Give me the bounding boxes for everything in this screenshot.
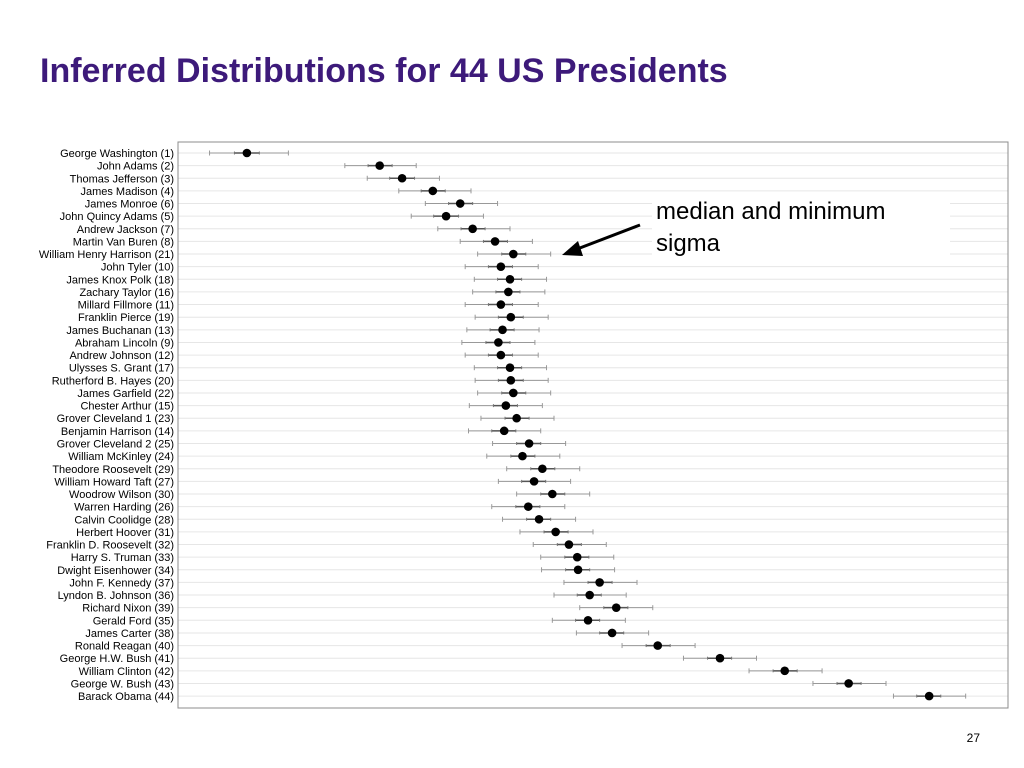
median-point: [505, 363, 515, 373]
president-label: Benjamin Harrison (14): [61, 426, 174, 438]
president-label: John F. Kennedy (37): [69, 577, 174, 589]
president-label: James Monroe (6): [85, 199, 174, 211]
president-label: James Carter (38): [85, 628, 174, 640]
median-point: [509, 388, 518, 398]
president-label: Andrew Jackson (7): [77, 224, 174, 236]
median-point: [780, 666, 790, 676]
median-point: [490, 237, 500, 246]
annotation-text: median and minimum sigma: [652, 196, 950, 260]
median-point: [518, 451, 527, 461]
president-label: John Adams (2): [97, 161, 174, 173]
median-point: [505, 275, 515, 284]
median-point: [506, 312, 516, 322]
president-label: Andrew Johnson (12): [69, 350, 174, 362]
median-point: [441, 211, 451, 221]
median-point: [573, 565, 583, 575]
median-point: [551, 527, 560, 537]
president-label: Franklin D. Roosevelt (32): [46, 540, 174, 552]
president-label: Grover Cleveland 2 (25): [57, 438, 174, 450]
median-point: [468, 224, 477, 234]
median-point: [607, 628, 617, 638]
median-point: [538, 464, 547, 474]
president-label: William McKinley (24): [68, 451, 174, 463]
median-point: [509, 249, 518, 259]
median-point: [506, 376, 516, 385]
gridlines: [178, 152, 1008, 697]
president-label: Calvin Coolidge (28): [74, 514, 174, 526]
median-point: [496, 262, 506, 271]
president-label: Ulysses S. Grant (17): [69, 363, 174, 375]
median-point: [375, 161, 384, 170]
president-label: Richard Nixon (39): [82, 603, 174, 615]
median-point: [529, 477, 539, 486]
median-point: [501, 401, 511, 410]
median-point: [455, 199, 465, 208]
president-label: Lyndon B. Johnson (36): [58, 590, 174, 602]
president-label: Ronald Reagan (40): [75, 641, 174, 653]
president-label: George H.W. Bush (41): [60, 653, 174, 665]
president-label: Millard Fillmore (11): [78, 300, 174, 312]
median-points: [242, 148, 934, 701]
president-label: Franklin Pierce (19): [78, 312, 174, 324]
median-point: [924, 691, 934, 701]
president-label: Warren Harding (26): [74, 502, 174, 514]
median-point: [572, 552, 582, 562]
president-label: George W. Bush (43): [71, 678, 174, 690]
median-point: [844, 679, 853, 688]
median-point: [585, 590, 594, 600]
president-label: James Madison (4): [80, 186, 174, 198]
plot-frame: [177, 141, 1009, 709]
median-point: [583, 616, 593, 625]
median-point: [242, 148, 252, 158]
president-label: George Washington (1): [60, 148, 174, 160]
president-labels: George Washington (1)John Adams (2)Thoma…: [39, 148, 174, 703]
president-label: William Howard Taft (27): [54, 476, 174, 488]
median-point: [498, 325, 507, 335]
president-label: Dwight Eisenhower (34): [57, 565, 174, 577]
president-label: John Quincy Adams (5): [60, 211, 174, 223]
president-label: Thomas Jefferson (3): [70, 173, 174, 185]
president-label: John Tyler (10): [101, 262, 174, 274]
president-label: James Garfield (22): [77, 388, 174, 400]
annotation-arrow: [562, 223, 641, 256]
page-number: 27: [966, 731, 980, 745]
median-point: [611, 603, 621, 612]
median-point: [504, 287, 513, 297]
median-point: [499, 426, 509, 436]
median-point: [397, 173, 407, 183]
president-label: James Knox Polk (18): [66, 274, 174, 286]
slide-title: Inferred Distributions for 44 US Preside…: [40, 52, 728, 90]
president-label: William Henry Harrison (21): [39, 249, 174, 261]
president-label: Chester Arthur (15): [80, 401, 174, 413]
president-label: Barack Obama (44): [78, 691, 174, 703]
president-label: Martin Van Buren (8): [73, 236, 174, 248]
president-label: Gerald Ford (35): [93, 615, 174, 627]
median-point: [653, 641, 663, 650]
president-label: William Clinton (42): [79, 666, 174, 678]
median-point: [512, 413, 521, 423]
median-point: [496, 350, 506, 360]
president-label: Grover Cleveland 1 (23): [57, 413, 174, 425]
president-label: Theodore Roosevelt (29): [52, 464, 174, 476]
median-point: [496, 300, 506, 309]
president-label: James Buchanan (13): [66, 325, 174, 337]
president-label: Woodrow Wilson (30): [69, 489, 174, 501]
median-point: [595, 578, 604, 587]
president-label: Harry S. Truman (33): [71, 552, 174, 564]
median-point: [524, 439, 534, 448]
president-label: Rutherford B. Hayes (20): [52, 375, 174, 387]
median-point: [564, 540, 574, 549]
president-label: Zachary Taylor (16): [79, 287, 174, 299]
median-point: [534, 514, 544, 524]
president-label: Abraham Lincoln (9): [75, 337, 174, 349]
president-label: Herbert Hoover (31): [76, 527, 174, 539]
median-point: [523, 502, 533, 511]
median-point: [494, 338, 503, 347]
median-point: [548, 489, 557, 499]
median-point: [428, 186, 438, 196]
median-point: [715, 653, 725, 663]
